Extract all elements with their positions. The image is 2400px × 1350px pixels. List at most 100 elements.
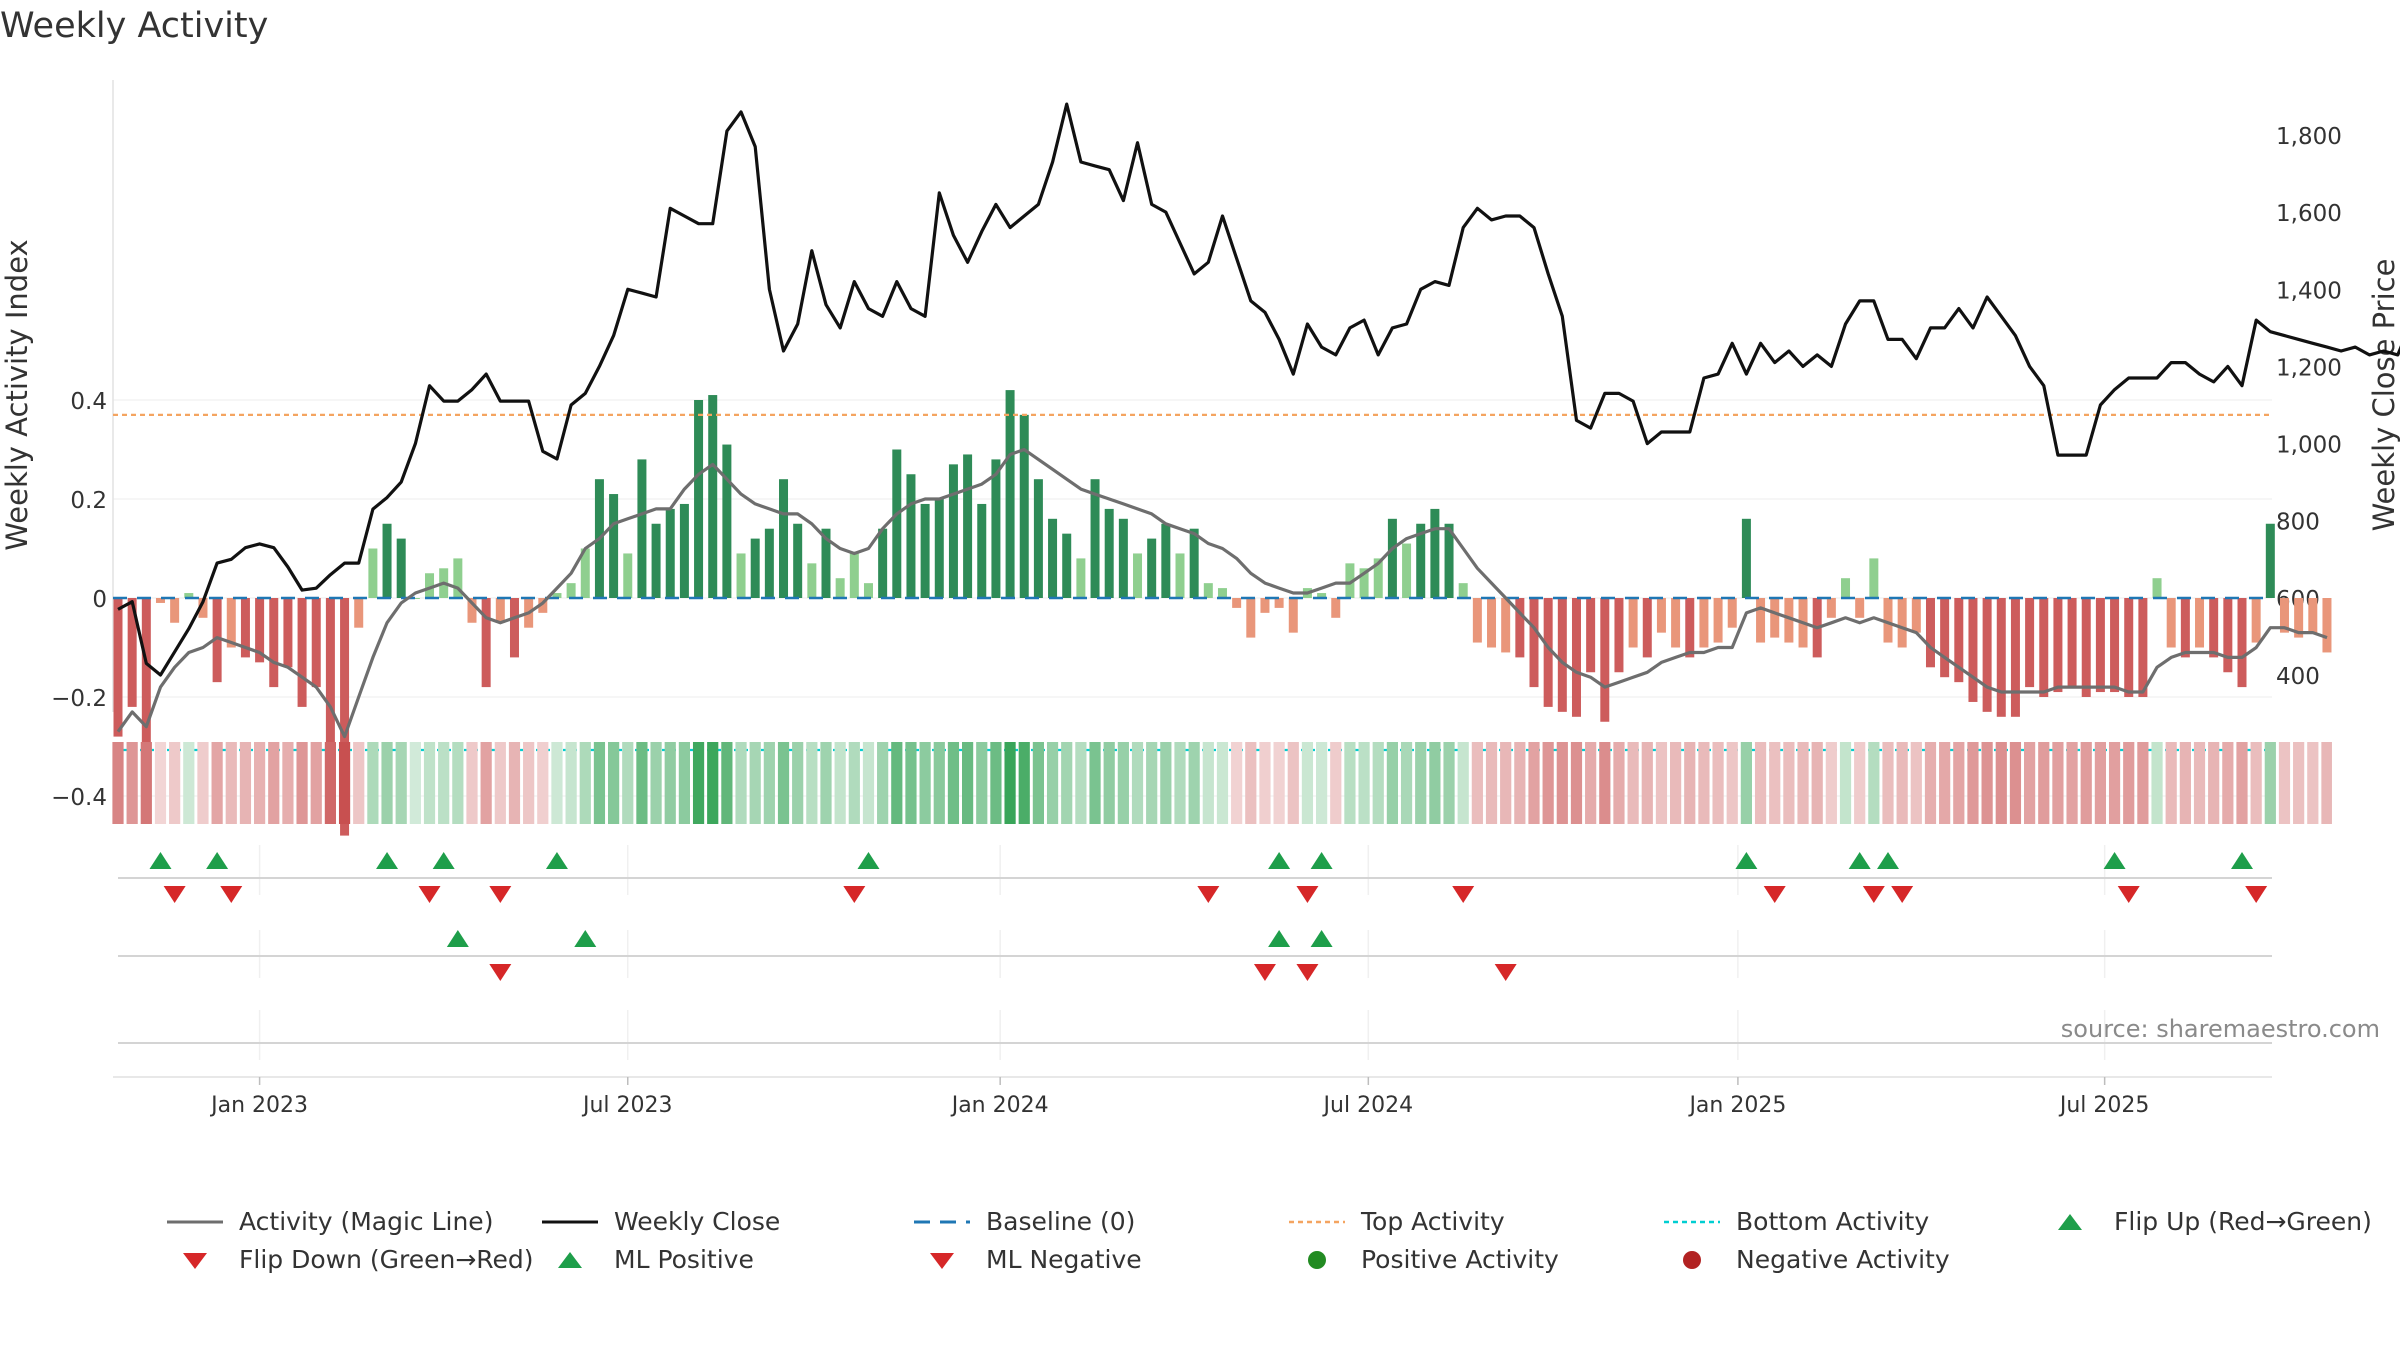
heat-strip-cell [1939, 742, 1951, 824]
activity-bar [2308, 598, 2318, 633]
heat-strip-cell [1528, 742, 1540, 824]
heat-strip-cell [834, 742, 846, 824]
heat-strip-cell [494, 742, 506, 824]
heat-strip-cell [282, 742, 294, 824]
y2-axis-title: Weekly Close Price [2367, 259, 2400, 532]
legend: Activity (Magic Line) Weekly Close Basel… [0, 1205, 2400, 1295]
heat-strip-cell [225, 742, 237, 824]
heat-strip-cell [126, 742, 138, 824]
heat-strip-cell [990, 742, 1002, 824]
activity-bar [1600, 598, 1610, 722]
legend-label: ML Negative [986, 1245, 1142, 1274]
heat-strip-cell [1542, 742, 1554, 824]
activity-bar [155, 598, 165, 603]
activity-bar [1925, 598, 1935, 668]
ml-negative-marker [489, 964, 512, 981]
activity-bar [425, 573, 435, 598]
heat-strip-cell [1981, 742, 1993, 824]
heat-strip-cell [1117, 742, 1129, 824]
heat-strip-cell [1018, 742, 1030, 824]
flip-down-marker [1296, 886, 1319, 903]
heat-strip-cell [1400, 742, 1413, 824]
activity-bar [637, 459, 647, 598]
activity-bar [2010, 598, 2020, 717]
activity-bar [255, 598, 265, 663]
heat-strip-cell [1485, 742, 1498, 824]
heat-strip-cell [2066, 742, 2078, 824]
activity-bar [977, 503, 987, 598]
heat-strip-cell [1670, 742, 1682, 824]
heat-strip-cell [1415, 742, 1427, 824]
heat-strip-cell [2009, 742, 2022, 824]
activity-bar [694, 400, 704, 598]
heat-strip-cell [508, 742, 521, 824]
activity-bar [1430, 508, 1440, 598]
x-tick-label: Jul 2023 [581, 1093, 673, 1118]
activity-bar [2265, 523, 2275, 598]
y-tick-label: 0.4 [70, 389, 107, 415]
flip-up-marker [2231, 852, 2253, 869]
heat-strip-cell [1316, 742, 1328, 824]
legend-label: Bottom Activity [1736, 1207, 1930, 1236]
activity-bar [1841, 578, 1851, 598]
triangle-down-red-icon [183, 1252, 207, 1269]
activity-bar [2081, 598, 2091, 697]
flip-down-marker [1763, 886, 1786, 903]
heat-strip-cell [891, 742, 903, 824]
heat-strip-cell [792, 742, 804, 824]
heat-strip-cell [140, 742, 152, 824]
heat-strip-cell [2264, 742, 2276, 824]
legend-label: Top Activity [1361, 1207, 1505, 1236]
activity-bar [1756, 598, 1766, 643]
heat-strip-cell [1202, 742, 1214, 824]
activity-bar [198, 598, 208, 618]
heat-strip-cell [1797, 742, 1809, 824]
heat-strip-cell [1457, 742, 1469, 824]
activity-bar [609, 494, 619, 598]
heat-strip-cell [1585, 742, 1597, 824]
heat-strip-cell [1967, 742, 1979, 824]
heat-strip-cell [2052, 742, 2064, 824]
activity-bar [368, 548, 378, 598]
activity-bar [580, 548, 590, 598]
heat-strip-cell [692, 742, 705, 824]
activity-bar [2180, 598, 2190, 658]
heat-strip-cell [395, 742, 407, 824]
activity-bar [311, 598, 321, 688]
activity-bar [708, 395, 718, 598]
activity-bar [1005, 390, 1015, 598]
legend-label: ML Positive [614, 1245, 754, 1274]
triangle-down-red-icon [930, 1252, 954, 1269]
activity-bar [1586, 598, 1596, 673]
flip-down-marker [1452, 886, 1475, 903]
heat-strip-cell [1698, 742, 1710, 824]
heat-strip-cell [735, 742, 747, 824]
triangle-up-green-icon [2058, 1213, 2082, 1230]
activity-bar [1968, 598, 1978, 702]
activity-bar [325, 598, 335, 782]
heat-strip-cell [169, 742, 181, 824]
activity-bar [1104, 508, 1114, 598]
heat-strip-cell [678, 742, 690, 824]
heat-strip-cell [268, 742, 280, 824]
heat-strip-cell [2293, 742, 2305, 824]
activity-bar [226, 598, 236, 648]
activity-bar [1642, 598, 1652, 658]
activity-bar [113, 598, 123, 737]
legend-item-bottom-activity: Bottom Activity [1662, 1207, 1929, 1236]
circle-green-icon [1308, 1250, 1326, 1269]
heat-strip-cell [1245, 742, 1257, 824]
activity-bar [963, 454, 973, 598]
flip-up-marker [2103, 852, 2126, 869]
legend-item-negative-activity: Negative Activity [1662, 1245, 1950, 1274]
legend-item-ml-positive: ML Positive [540, 1245, 754, 1274]
heat-strip-cell [1684, 742, 1696, 824]
y-tick-label: −0.4 [51, 785, 107, 811]
activity-bar [991, 459, 1001, 598]
activity-bar [835, 578, 845, 598]
activity-bar [1147, 538, 1157, 598]
heat-strip-cell [523, 742, 535, 824]
activity-bar [1133, 553, 1143, 598]
heat-strip-cell [254, 742, 266, 824]
activity-bar [467, 598, 477, 623]
